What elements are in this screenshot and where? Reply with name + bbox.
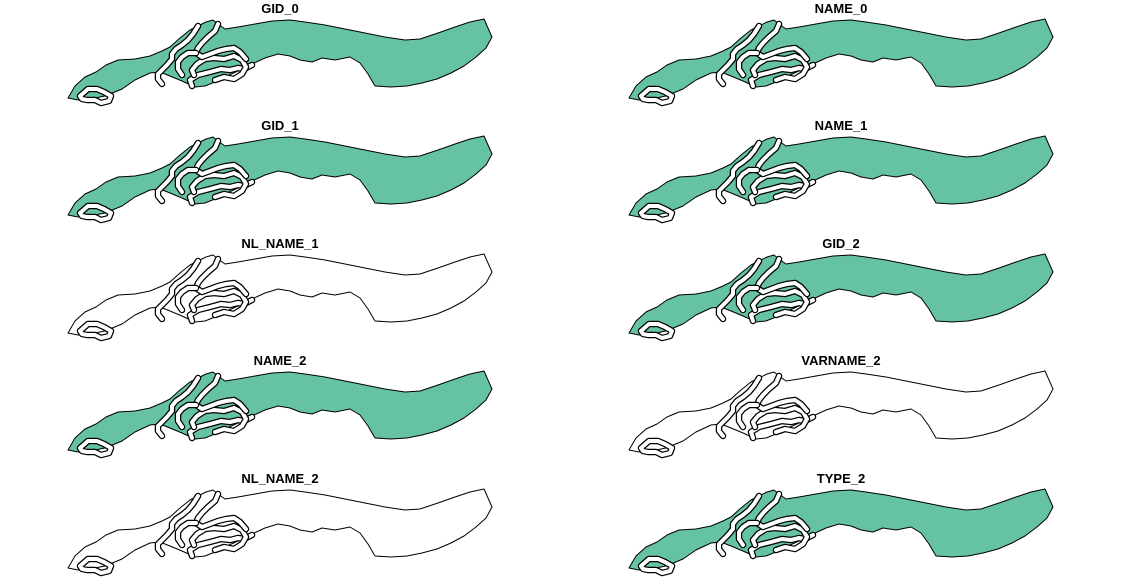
coastal-lagoon [78,322,113,340]
river-channel [176,403,198,429]
river-channel [751,524,809,552]
river-channel [737,286,759,312]
country-map [628,18,1054,107]
river-channel [194,257,248,296]
country-polygon [67,135,493,218]
river-channel [737,521,759,547]
river-channel [190,171,248,199]
panel-title: GID_2 [822,236,860,251]
coastal-lagoon [639,204,674,222]
map-panel-gid-0: GID_0 [0,0,560,117]
river-channel [717,376,761,438]
country-polygon [628,488,1054,571]
coastal-lagoon [78,557,113,575]
river-channel [176,168,198,194]
country-polygon [628,370,1054,453]
river-channel [751,289,809,317]
river-channel [176,521,198,547]
country-map [67,488,493,577]
map-panel-name-1: NAME_1 [561,117,1121,234]
country-map [67,18,493,107]
river-channel [717,494,761,556]
coastal-lagoon [639,439,674,457]
river-channel [737,51,759,77]
country-map [67,135,493,224]
country-map [628,488,1054,577]
map-panel-type-2: TYPE_2 [561,470,1121,587]
panel-title: NAME_1 [814,118,868,133]
panel-title: NL_NAME_2 [241,471,319,486]
river-channel [190,524,248,552]
map-panel-name-2: NAME_2 [0,352,560,469]
country-polygon [67,370,493,453]
map-panel-nl-name-2: NL_NAME_2 [0,470,560,587]
country-polygon [628,253,1054,336]
river-channel [194,492,248,531]
country-map [67,370,493,459]
river-channel [755,374,809,413]
river-channel [717,141,761,203]
river-channel [156,494,200,556]
river-channel [751,406,809,434]
coastal-lagoon [78,204,113,222]
country-polygon [628,18,1054,101]
coastal-lagoon [78,87,113,105]
country-map [628,253,1054,342]
river-channel [755,492,809,531]
river-channel [190,54,248,82]
country-map [67,253,493,342]
panel-title: VARNAME_2 [801,353,881,368]
coastal-lagoon [639,557,674,575]
country-polygon [628,135,1054,218]
panel-title: TYPE_2 [816,471,866,486]
map-panel-gid-1: GID_1 [0,117,560,234]
river-channel [176,286,198,312]
river-channel [737,403,759,429]
river-channel [156,141,200,203]
map-panel-nl-name-1: NL_NAME_1 [0,235,560,352]
panel-title: GID_0 [261,1,299,16]
river-channel [194,139,248,178]
river-channel [755,257,809,296]
river-channel [156,259,200,321]
panel-title: NAME_0 [814,1,868,16]
coastal-lagoon [78,439,113,457]
river-channel [156,24,200,86]
river-channel [717,24,761,86]
map-panel-name-0: NAME_0 [561,0,1121,117]
coastal-lagoon [639,322,674,340]
river-channel [190,289,248,317]
river-channel [190,406,248,434]
country-polygon [67,488,493,571]
river-channel [751,54,809,82]
river-channel [194,374,248,413]
river-channel [751,171,809,199]
map-panel-gid-2: GID_2 [561,235,1121,352]
country-polygon [67,253,493,336]
river-channel [156,376,200,438]
country-polygon [67,18,493,101]
river-channel [176,51,198,77]
panel-title: NL_NAME_1 [241,236,319,251]
coastal-lagoon [639,87,674,105]
river-channel [755,139,809,178]
panel-title: GID_1 [261,118,299,133]
river-channel [755,22,809,61]
country-map [628,135,1054,224]
country-map [628,370,1054,459]
river-channel [717,259,761,321]
river-channel [737,168,759,194]
map-panel-varname-2: VARNAME_2 [561,352,1121,469]
panel-title: NAME_2 [253,353,307,368]
river-channel [194,22,248,61]
